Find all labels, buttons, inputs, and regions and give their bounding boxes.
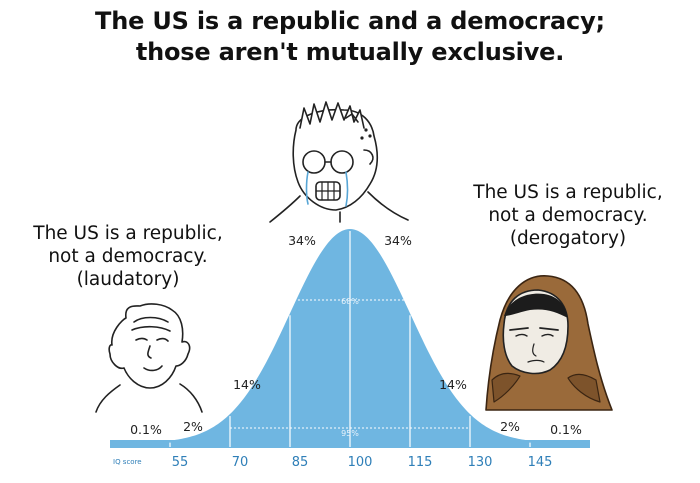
left-caption-line-1: The US is a republic,	[33, 223, 223, 244]
region-label-2: 14%	[233, 377, 261, 392]
inner-label-95: 95%	[341, 429, 359, 438]
bald-wojak-icon	[95, 303, 203, 413]
x-tick-label-130: 130	[468, 455, 493, 470]
title-line-1: The US is a republic and a democracy;	[95, 7, 605, 35]
label-layer: 55 70 85 100 115 130 145 IQ score 0.1% 2% 14% 34% 34…	[113, 233, 582, 470]
title-line-2: those aren't mutually exclusive.	[135, 38, 565, 66]
x-axis-label: IQ score	[113, 458, 142, 466]
curve-layer	[110, 229, 590, 448]
meme-title: The US is a republic and a democracy; th…	[0, 6, 700, 68]
right-caption-line-3: (derogatory)	[509, 228, 627, 249]
left-caption: The US is a republic, not a democracy. (…	[8, 222, 248, 291]
x-tick-label-145: 145	[528, 455, 553, 470]
left-caption-line-3: (laudatory)	[76, 269, 180, 290]
region-label-1: 2%	[183, 419, 203, 434]
x-tick-label-100: 100	[348, 455, 373, 470]
region-label-4: 34%	[384, 233, 412, 248]
x-tick-label-115: 115	[408, 455, 433, 470]
inner-label-68: 68%	[341, 297, 359, 306]
region-label-5: 14%	[439, 377, 467, 392]
right-caption-line-2: not a democracy.	[488, 205, 648, 226]
x-tick-label-85: 85	[292, 455, 309, 470]
x-tick-label-70: 70	[232, 455, 249, 470]
x-tick-label-55: 55	[172, 455, 189, 470]
region-label-0: 0.1%	[130, 422, 162, 437]
region-label-3: 34%	[288, 233, 316, 248]
hooded-doomer-icon	[485, 275, 613, 411]
crying-soyjak-icon	[269, 101, 409, 223]
right-caption: The US is a republic, not a democracy. (…	[448, 181, 688, 250]
region-label-6: 2%	[500, 419, 520, 434]
right-caption-line-1: The US is a republic,	[473, 182, 663, 203]
region-label-7: 0.1%	[550, 422, 582, 437]
left-caption-line-2: not a democracy.	[48, 246, 208, 267]
